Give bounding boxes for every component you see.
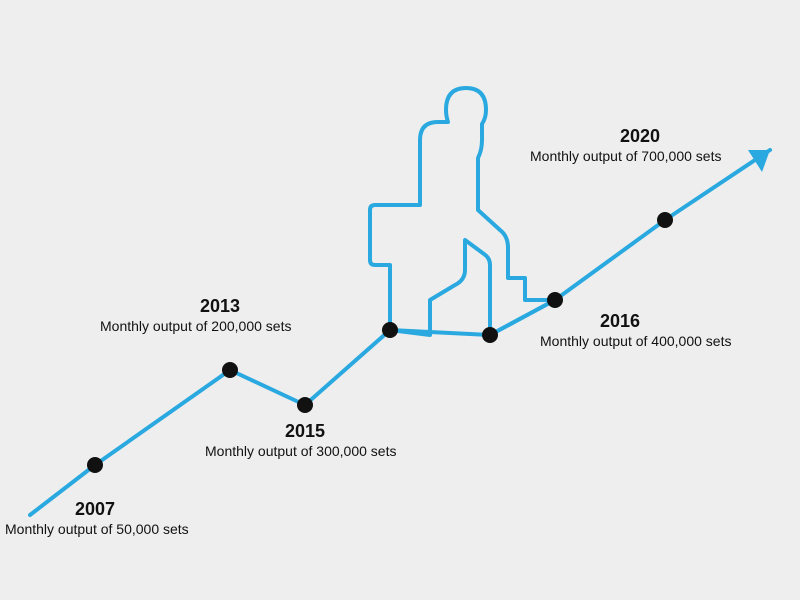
data-point — [657, 212, 673, 228]
label-2013: 2013 Monthly output of 200,000 sets — [100, 295, 291, 335]
data-point — [382, 322, 398, 338]
data-point — [482, 327, 498, 343]
label-2016: 2016 Monthly output of 400,000 sets — [540, 310, 731, 350]
year-text: 2007 — [5, 498, 189, 521]
label-2020: 2020 Monthly output of 700,000 sets — [530, 125, 721, 165]
data-point — [87, 457, 103, 473]
desc-text: Monthly output of 50,000 sets — [5, 521, 189, 539]
desc-text: Monthly output of 700,000 sets — [530, 148, 721, 166]
desc-text: Monthly output of 300,000 sets — [205, 443, 396, 461]
data-point — [222, 362, 238, 378]
year-text: 2013 — [100, 295, 291, 318]
year-text: 2015 — [205, 420, 396, 443]
label-2015: 2015 Monthly output of 300,000 sets — [205, 420, 396, 460]
desc-text: Monthly output of 200,000 sets — [100, 318, 291, 336]
person-on-stairs-icon — [370, 88, 555, 335]
year-text: 2016 — [540, 310, 731, 333]
year-text: 2020 — [530, 125, 721, 148]
desc-text: Monthly output of 400,000 sets — [540, 333, 731, 351]
label-2007: 2007 Monthly output of 50,000 sets — [5, 498, 189, 538]
data-point — [547, 292, 563, 308]
growth-infographic: 2007 Monthly output of 50,000 sets 2013 … — [0, 0, 800, 600]
data-point — [297, 397, 313, 413]
